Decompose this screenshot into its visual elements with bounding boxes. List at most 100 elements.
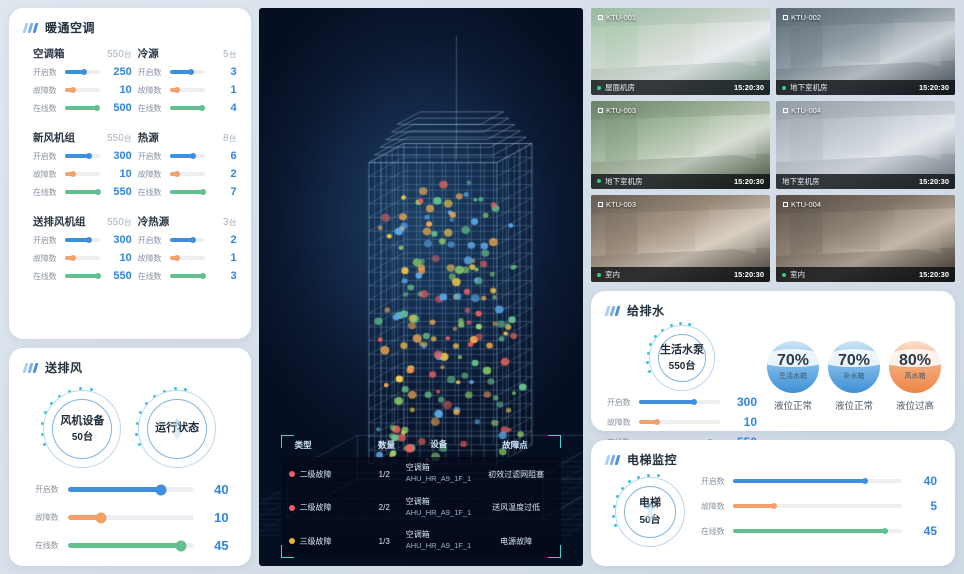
water-slider-track[interactable] (639, 419, 720, 425)
hvac-slider-track[interactable] (169, 69, 205, 75)
hvac-slider-knob[interactable] (69, 171, 76, 177)
hvac-slider-track[interactable] (169, 273, 207, 279)
hvac-slider-knob[interactable] (200, 273, 207, 279)
elev-slider-track[interactable] (733, 528, 902, 534)
camera-tile[interactable]: KTU-004 室内 15:20:30 (776, 194, 955, 282)
fan-slider-track[interactable] (68, 540, 194, 551)
elev-slider-track[interactable] (733, 503, 902, 509)
camera-tile[interactable]: KTU-004 地下室机房 15:20:30 (776, 101, 955, 189)
water-slider-track[interactable] (639, 399, 720, 405)
fault-table-row[interactable]: 二级故障 1/2 空调箱 AHU_HR_A9_1F_1 初效过滤网阻塞 (281, 457, 561, 491)
hvac-slider-track[interactable] (169, 153, 205, 159)
hvac-slider-knob[interactable] (85, 237, 92, 243)
hvac-slider-track[interactable] (169, 189, 207, 195)
hvac-slider-knob[interactable] (69, 87, 76, 93)
hvac-slider-knob[interactable] (190, 237, 197, 243)
hvac-slider-track[interactable] (169, 87, 205, 93)
water-slider-row[interactable]: 开启数 300 (607, 395, 757, 409)
hvac-slider-row[interactable]: 故障数 1 (138, 252, 237, 264)
hvac-slider-knob[interactable] (69, 255, 76, 261)
hvac-slider-knob[interactable] (95, 273, 102, 279)
tank-gauge[interactable]: 80% 高水箱 液位过高 (889, 341, 941, 412)
fan-slider-track[interactable] (68, 484, 194, 495)
tank-gauge[interactable]: 70% 生活水箱 液位正常 (767, 341, 819, 412)
fan-slider-row[interactable]: 开启数 40 (35, 482, 229, 497)
hvac-slider-knob[interactable] (95, 189, 102, 195)
water-slider-row[interactable]: 故障数 10 (607, 415, 757, 429)
hvac-slider-knob[interactable] (190, 153, 197, 159)
hvac-slider-track[interactable] (65, 273, 102, 279)
hvac-slider-row[interactable]: 在线数 550 (33, 270, 132, 282)
hvac-slider-row[interactable]: 开启数 2 (138, 234, 237, 246)
hvac-slider-track[interactable] (65, 69, 100, 75)
hvac-slider-row[interactable]: 故障数 10 (33, 252, 132, 264)
fan-slider-knob[interactable] (155, 484, 167, 495)
gauge-outer-ring (138, 390, 217, 468)
water-slider-knob[interactable] (653, 419, 660, 425)
hvac-slider-row[interactable]: 开启数 3 (138, 66, 237, 78)
hvac-slider-value: 3 (230, 66, 237, 78)
hvac-slider-knob[interactable] (85, 153, 92, 159)
camera-tile[interactable]: KTU-002 地下室机房 15:20:30 (776, 8, 955, 96)
hvac-slider-row[interactable]: 在线数 550 (33, 186, 132, 198)
hvac-slider-track[interactable] (169, 171, 205, 177)
elev-slider-knob[interactable] (861, 478, 868, 484)
hvac-slider-row[interactable]: 开启数 300 (33, 234, 132, 246)
fault-qty-cell: 1/2 (378, 469, 390, 479)
hvac-slider-track[interactable] (65, 87, 100, 93)
hvac-slider-knob[interactable] (174, 87, 181, 93)
fan-slider-row[interactable]: 在线数 45 (35, 538, 229, 553)
hvac-slider-row[interactable]: 在线数 3 (138, 270, 237, 282)
elev-slider-row[interactable]: 在线数 45 (701, 524, 937, 538)
fan-slider-row[interactable]: 故障数 10 (35, 510, 229, 525)
hvac-slider-track[interactable] (169, 255, 205, 261)
elev-slider-knob[interactable] (770, 503, 777, 509)
hvac-slider-knob[interactable] (174, 255, 181, 261)
hvac-slider-row[interactable]: 故障数 10 (33, 168, 132, 180)
hvac-slider-row[interactable]: 在线数 7 (138, 186, 237, 198)
fault-table-row[interactable]: 二级故障 2/2 空调箱 AHU_HR_A9_1F_1 送风温度过低 (281, 491, 561, 525)
camera-tile[interactable]: KTU-003 地下室机房 15:20:30 (591, 101, 770, 189)
building-3d-scene[interactable]: 类型 数量 设备 故障点 二级故障 1/2 空调箱 AHU_HR_A9_1F_1 初效过滤网阻… (258, 8, 583, 566)
fault-table-row[interactable]: 三级故障 1/3 空调箱 AHU_HR_A9_1F_1 电源故障 (281, 524, 561, 558)
elev-slider-row[interactable]: 开启数 40 (701, 474, 937, 488)
gauge-inner-ring: 运行状态 (147, 399, 208, 459)
hvac-slider-track[interactable] (65, 189, 102, 195)
hvac-device-group: 冷源 5台 开启数 3 故障数 1 在线数 4 (138, 46, 237, 120)
elev-slider-track[interactable] (733, 478, 902, 484)
hvac-slider-knob[interactable] (93, 105, 100, 111)
hvac-slider-track[interactable] (65, 237, 100, 243)
tank-gauge[interactable]: 70% 补水箱 液位正常 (828, 341, 880, 412)
hvac-slider-track[interactable] (65, 171, 100, 177)
hvac-slider-knob[interactable] (81, 69, 88, 75)
water-slider-knob[interactable] (691, 399, 698, 405)
hvac-slider-track[interactable] (65, 105, 100, 111)
hvac-slider-track[interactable] (169, 105, 205, 111)
fan-slider-knob[interactable] (175, 540, 187, 551)
elev-slider-row[interactable]: 故障数 5 (701, 499, 937, 513)
hvac-slider-knob[interactable] (198, 105, 205, 111)
hvac-panel: 暖通空调 空调箱 550台 开启数 250 故障数 10 在线数 500 冷源 5台 开启数 3 故障数… (9, 8, 251, 339)
hvac-slider-track[interactable] (169, 237, 205, 243)
fan-slider-track[interactable] (68, 512, 194, 523)
hvac-slider-knob[interactable] (174, 171, 181, 177)
hvac-slider-row[interactable]: 在线数 500 (33, 102, 132, 114)
hvac-slider-knob[interactable] (200, 189, 207, 195)
hvac-slider-value: 1 (230, 84, 237, 96)
hvac-slider-row[interactable]: 在线数 4 (138, 102, 237, 114)
hvac-slider-row[interactable]: 故障数 10 (33, 84, 132, 96)
hvac-slider-row[interactable]: 故障数 2 (138, 168, 237, 180)
elev-slider-knob[interactable] (882, 528, 889, 534)
hvac-slider-track[interactable] (65, 255, 100, 261)
hvac-slider-track[interactable] (65, 153, 100, 159)
fan-slider-knob[interactable] (95, 512, 107, 523)
camera-tile[interactable]: KTU-001 屋面机房 15:20:30 (591, 8, 770, 96)
elev-slider-fill (733, 479, 865, 483)
hvac-slider-knob[interactable] (187, 69, 194, 75)
camera-tile[interactable]: KTU-003 室内 15:20:30 (591, 194, 770, 282)
hvac-slider-row[interactable]: 故障数 1 (138, 84, 237, 96)
online-led-icon (782, 85, 786, 90)
hvac-slider-row[interactable]: 开启数 6 (138, 150, 237, 162)
hvac-slider-row[interactable]: 开启数 250 (33, 66, 132, 78)
hvac-slider-row[interactable]: 开启数 300 (33, 150, 132, 162)
